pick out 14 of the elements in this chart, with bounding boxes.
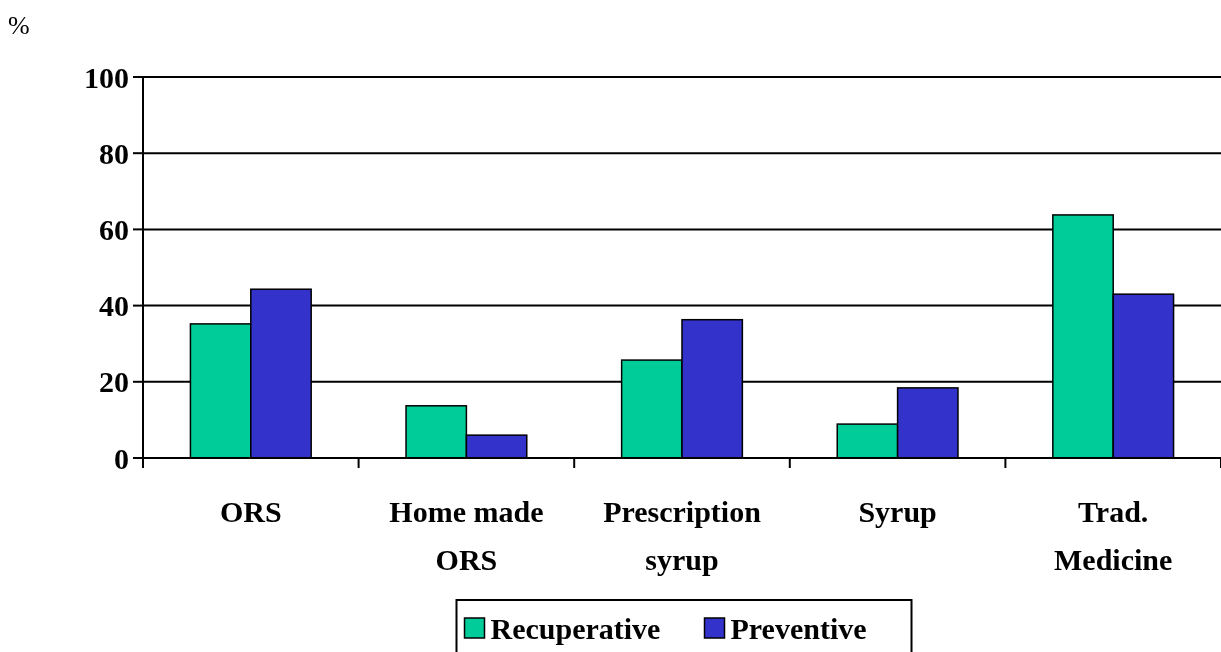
x-tick-label: Syrup [858, 495, 937, 528]
y-tick-label: 20 [99, 365, 129, 399]
x-tick-label: Prescription syrup [603, 495, 762, 576]
x-tick-label: Trad. Medicine [1054, 495, 1173, 576]
y-tick-label: 40 [99, 289, 129, 323]
y-tick-label: 0 [114, 441, 129, 475]
y-tick-label: 60 [99, 212, 129, 246]
x-tick-label: ORS [219, 495, 282, 528]
y-axis-title: % [8, 11, 30, 40]
x-tick-label: Home made ORS [389, 495, 544, 576]
y-tick-label: 80 [99, 136, 129, 170]
legend-label: Recuperative [490, 611, 661, 645]
legend-label: Preventive [730, 611, 867, 645]
y-tick-label: 100 [84, 60, 129, 94]
